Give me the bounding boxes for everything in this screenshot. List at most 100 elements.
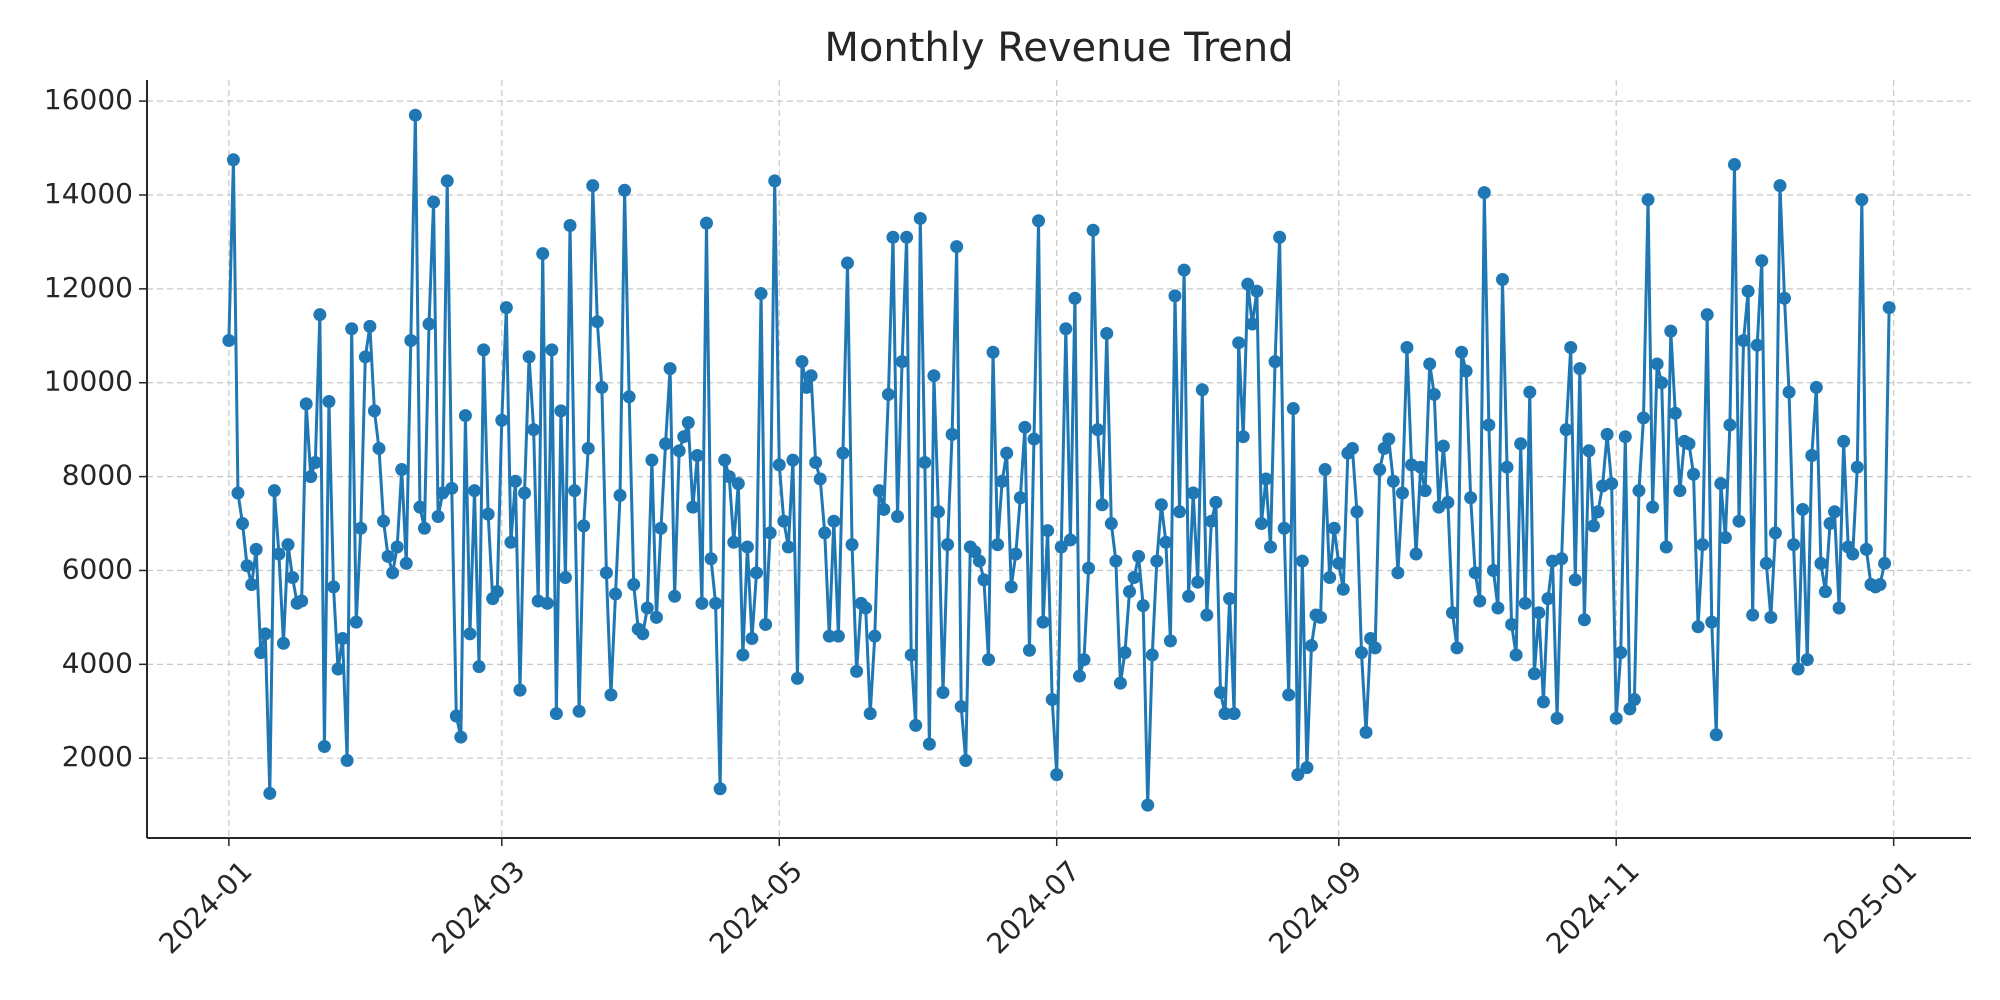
point xyxy=(1236,430,1250,444)
point xyxy=(1268,355,1282,369)
x-tick-label: 2024-07 xyxy=(980,854,1086,960)
point xyxy=(699,216,713,230)
point xyxy=(1846,547,1860,561)
point xyxy=(1650,357,1664,371)
point xyxy=(1173,505,1187,519)
point xyxy=(840,256,854,270)
point xyxy=(1118,646,1132,660)
point xyxy=(390,540,404,554)
point xyxy=(1727,157,1741,171)
point xyxy=(1532,606,1546,620)
point xyxy=(1227,707,1241,721)
point xyxy=(640,601,654,615)
point xyxy=(463,627,477,641)
point xyxy=(850,664,864,678)
point xyxy=(263,786,277,800)
point xyxy=(1832,601,1846,615)
point xyxy=(981,653,995,667)
point xyxy=(1486,563,1500,577)
point xyxy=(891,509,905,523)
point xyxy=(1177,263,1191,277)
point xyxy=(518,486,532,500)
point xyxy=(422,317,436,331)
point xyxy=(286,571,300,585)
point xyxy=(1291,768,1305,782)
point xyxy=(1459,364,1473,378)
point xyxy=(326,580,340,594)
point xyxy=(1382,432,1396,446)
point xyxy=(226,153,240,167)
point xyxy=(818,526,832,540)
y-tick-label: 12000 xyxy=(44,271,133,304)
point xyxy=(645,453,659,467)
point xyxy=(900,230,914,244)
point xyxy=(1600,427,1614,441)
point xyxy=(1013,491,1027,505)
point xyxy=(927,369,941,383)
point xyxy=(1491,601,1505,615)
point xyxy=(1245,317,1259,331)
point xyxy=(1755,254,1769,268)
point xyxy=(1778,291,1792,305)
point xyxy=(1796,502,1810,516)
point xyxy=(977,573,991,587)
point xyxy=(1213,686,1227,700)
point xyxy=(1823,517,1837,531)
x-tick-label: 2024-03 xyxy=(425,854,531,960)
point xyxy=(809,456,823,470)
point xyxy=(1582,444,1596,458)
point xyxy=(1586,519,1600,533)
point xyxy=(922,737,936,751)
point xyxy=(1273,230,1287,244)
point xyxy=(1732,514,1746,528)
point xyxy=(759,617,773,631)
point xyxy=(1664,324,1678,338)
point xyxy=(508,474,522,488)
point xyxy=(536,247,550,261)
point xyxy=(458,409,472,423)
point xyxy=(918,456,932,470)
point xyxy=(1036,615,1050,629)
point xyxy=(1814,556,1828,570)
point xyxy=(590,315,604,329)
point xyxy=(1150,554,1164,568)
point xyxy=(454,730,468,744)
point xyxy=(950,240,964,254)
point xyxy=(668,589,682,603)
point xyxy=(1555,552,1569,566)
point xyxy=(481,507,495,521)
x-tick-label: 2024-09 xyxy=(1262,854,1368,960)
point xyxy=(868,629,882,643)
point xyxy=(399,556,413,570)
point xyxy=(1127,571,1141,585)
point xyxy=(363,319,377,333)
point xyxy=(372,441,386,455)
point xyxy=(1878,556,1892,570)
point xyxy=(763,526,777,540)
point xyxy=(340,754,354,768)
point xyxy=(1718,531,1732,545)
point xyxy=(1264,540,1278,554)
point xyxy=(1737,333,1751,347)
point xyxy=(1509,648,1523,662)
point xyxy=(1714,477,1728,491)
point xyxy=(1141,798,1155,812)
point xyxy=(1668,406,1682,420)
point xyxy=(1473,594,1487,608)
point xyxy=(1655,376,1669,390)
point xyxy=(545,343,559,357)
point xyxy=(331,662,345,676)
point xyxy=(831,629,845,643)
point xyxy=(445,481,459,495)
point xyxy=(1741,284,1755,298)
point xyxy=(495,413,509,427)
point xyxy=(1696,538,1710,552)
point xyxy=(704,552,718,566)
point xyxy=(1659,540,1673,554)
point xyxy=(522,350,536,364)
point xyxy=(231,486,245,500)
point xyxy=(804,369,818,383)
point xyxy=(1395,486,1409,500)
point xyxy=(795,355,809,369)
point xyxy=(572,704,586,718)
